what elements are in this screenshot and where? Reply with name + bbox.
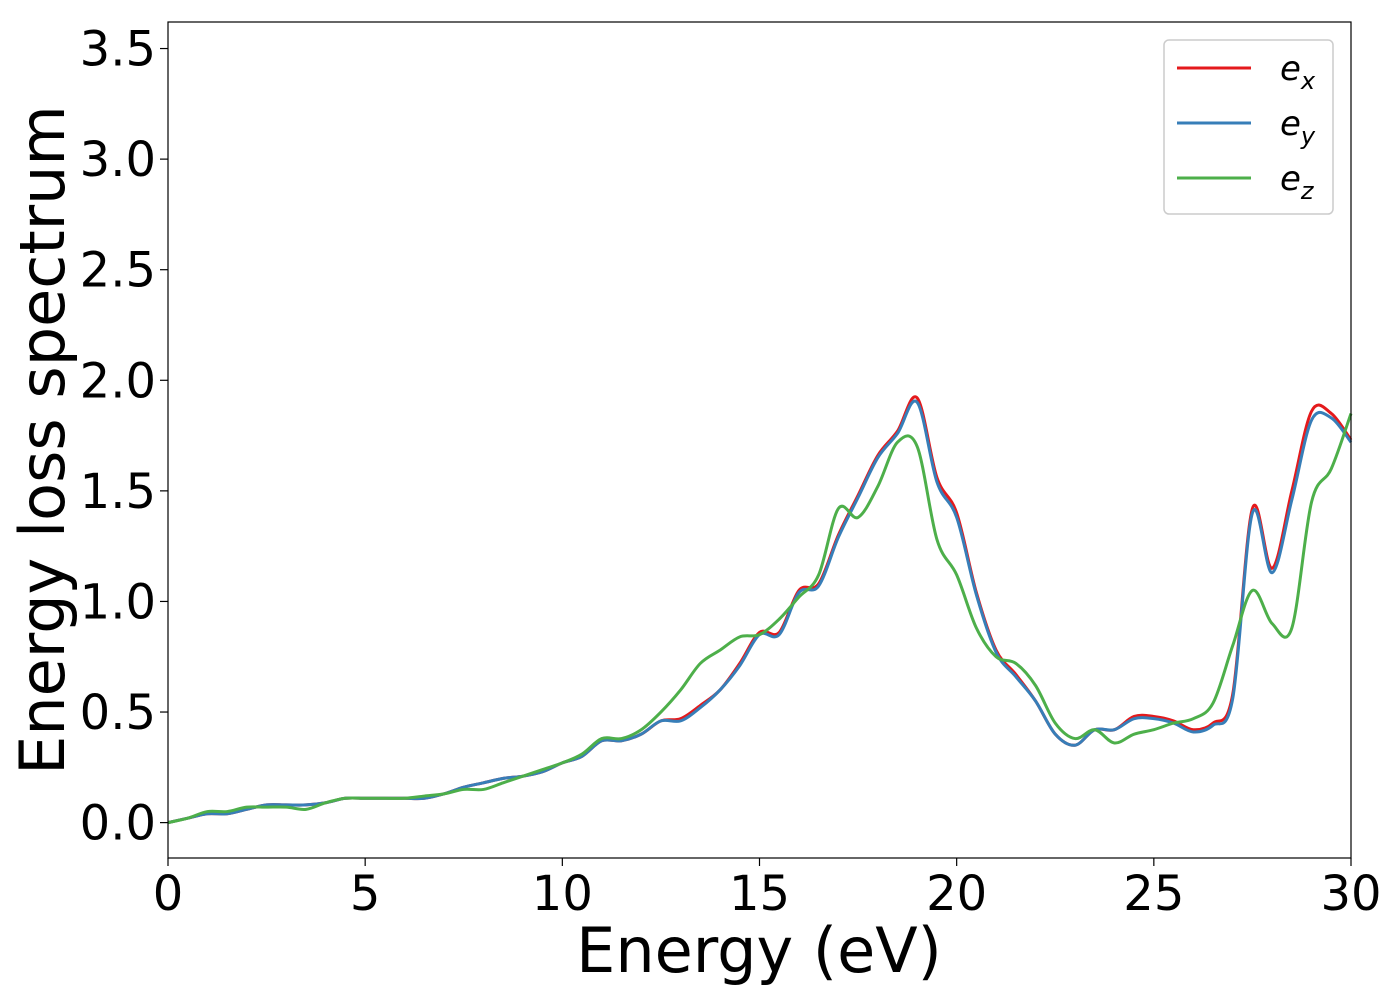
legend-label-e-x: ex — [1280, 49, 1316, 95]
y-tick-label: 2.0 — [80, 353, 156, 409]
legend-label-e-y: ey — [1280, 104, 1316, 150]
x-tick-label: 30 — [1320, 866, 1381, 922]
legend-label-sub: z — [1300, 177, 1315, 205]
y-axis-title: Energy loss spectrum — [6, 105, 79, 775]
y-tick-label: 0.5 — [80, 685, 156, 741]
x-tick-label: 15 — [729, 866, 790, 922]
series-layer — [167, 395, 1353, 825]
legend-label-main: e — [1280, 49, 1301, 89]
x-tick-label: 0 — [153, 866, 184, 922]
y-tick-label: 3.5 — [80, 22, 156, 78]
series-line-e-x — [167, 395, 1353, 825]
x-tick-label: 25 — [1123, 866, 1184, 922]
legend-label-sub: y — [1300, 122, 1316, 150]
y-tick-label: 1.0 — [80, 574, 156, 630]
y-tick-label: 3.0 — [80, 132, 156, 188]
legend-label-main: e — [1280, 159, 1301, 199]
legend-label-main: e — [1280, 104, 1301, 144]
series-line-e-y — [167, 399, 1353, 825]
y-tick-label: 0.0 — [80, 796, 156, 852]
legend-label-e-z: ez — [1280, 159, 1315, 205]
x-axis-title: Energy (eV) — [576, 914, 942, 987]
axes-layer: 0 5 10 15 20 25 30 0.0 0.5 1.0 1.5 2.0 2.5 3.0 3.5 — [80, 21, 1382, 922]
series-line-e-z — [167, 412, 1353, 825]
y-tick-label: 1.5 — [80, 464, 156, 520]
y-tick-label: 2.5 — [80, 243, 156, 299]
legend-box — [1163, 39, 1334, 215]
x-tick-label: 20 — [926, 866, 987, 922]
x-tick-label: 5 — [350, 866, 381, 922]
legend-label-sub: x — [1300, 67, 1316, 95]
x-tick-label: 10 — [532, 866, 593, 922]
